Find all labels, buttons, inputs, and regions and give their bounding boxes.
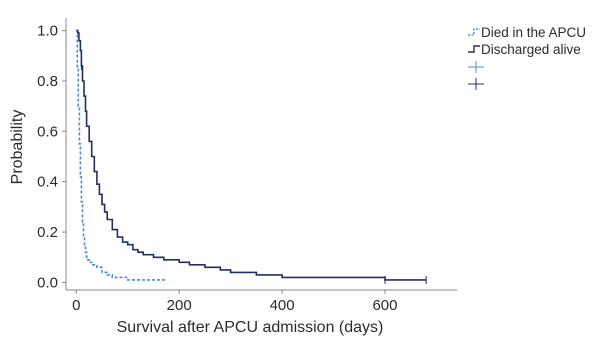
series-line-died-in-apcu <box>76 29 167 281</box>
legend-label: Died in the APCU <box>481 25 586 40</box>
legend-line-swatch <box>468 45 480 53</box>
y-tick-group: 0.0 0.2 0.4 0.6 0.8 1.0 <box>37 23 66 291</box>
legend-label: Discharged alive <box>481 42 581 57</box>
x-tick-label: 600 <box>372 297 397 314</box>
y-tick-label: 0.4 <box>37 174 58 191</box>
x-axis-title: Survival after APCU admission (days) <box>117 319 384 336</box>
x-tick-label: 200 <box>167 297 192 314</box>
y-tick-label: 1.0 <box>37 23 58 40</box>
x-tick-label: 0 <box>72 297 80 314</box>
y-tick-label: 0.6 <box>37 123 58 140</box>
y-axis-title: Probability <box>9 110 26 185</box>
legend-line-swatch <box>468 28 480 36</box>
series-group <box>76 29 427 284</box>
y-tick-label: 0.8 <box>37 73 58 90</box>
axes <box>65 18 457 291</box>
y-tick-label: 0.0 <box>37 274 58 291</box>
y-tick-label: 0.2 <box>37 224 58 241</box>
x-tick-group: 0 200 400 600 <box>72 290 397 314</box>
legend: Died in the APCU Discharged alive <box>468 25 586 90</box>
series-line-discharged-alive <box>76 29 427 281</box>
x-tick-label: 400 <box>270 297 295 314</box>
